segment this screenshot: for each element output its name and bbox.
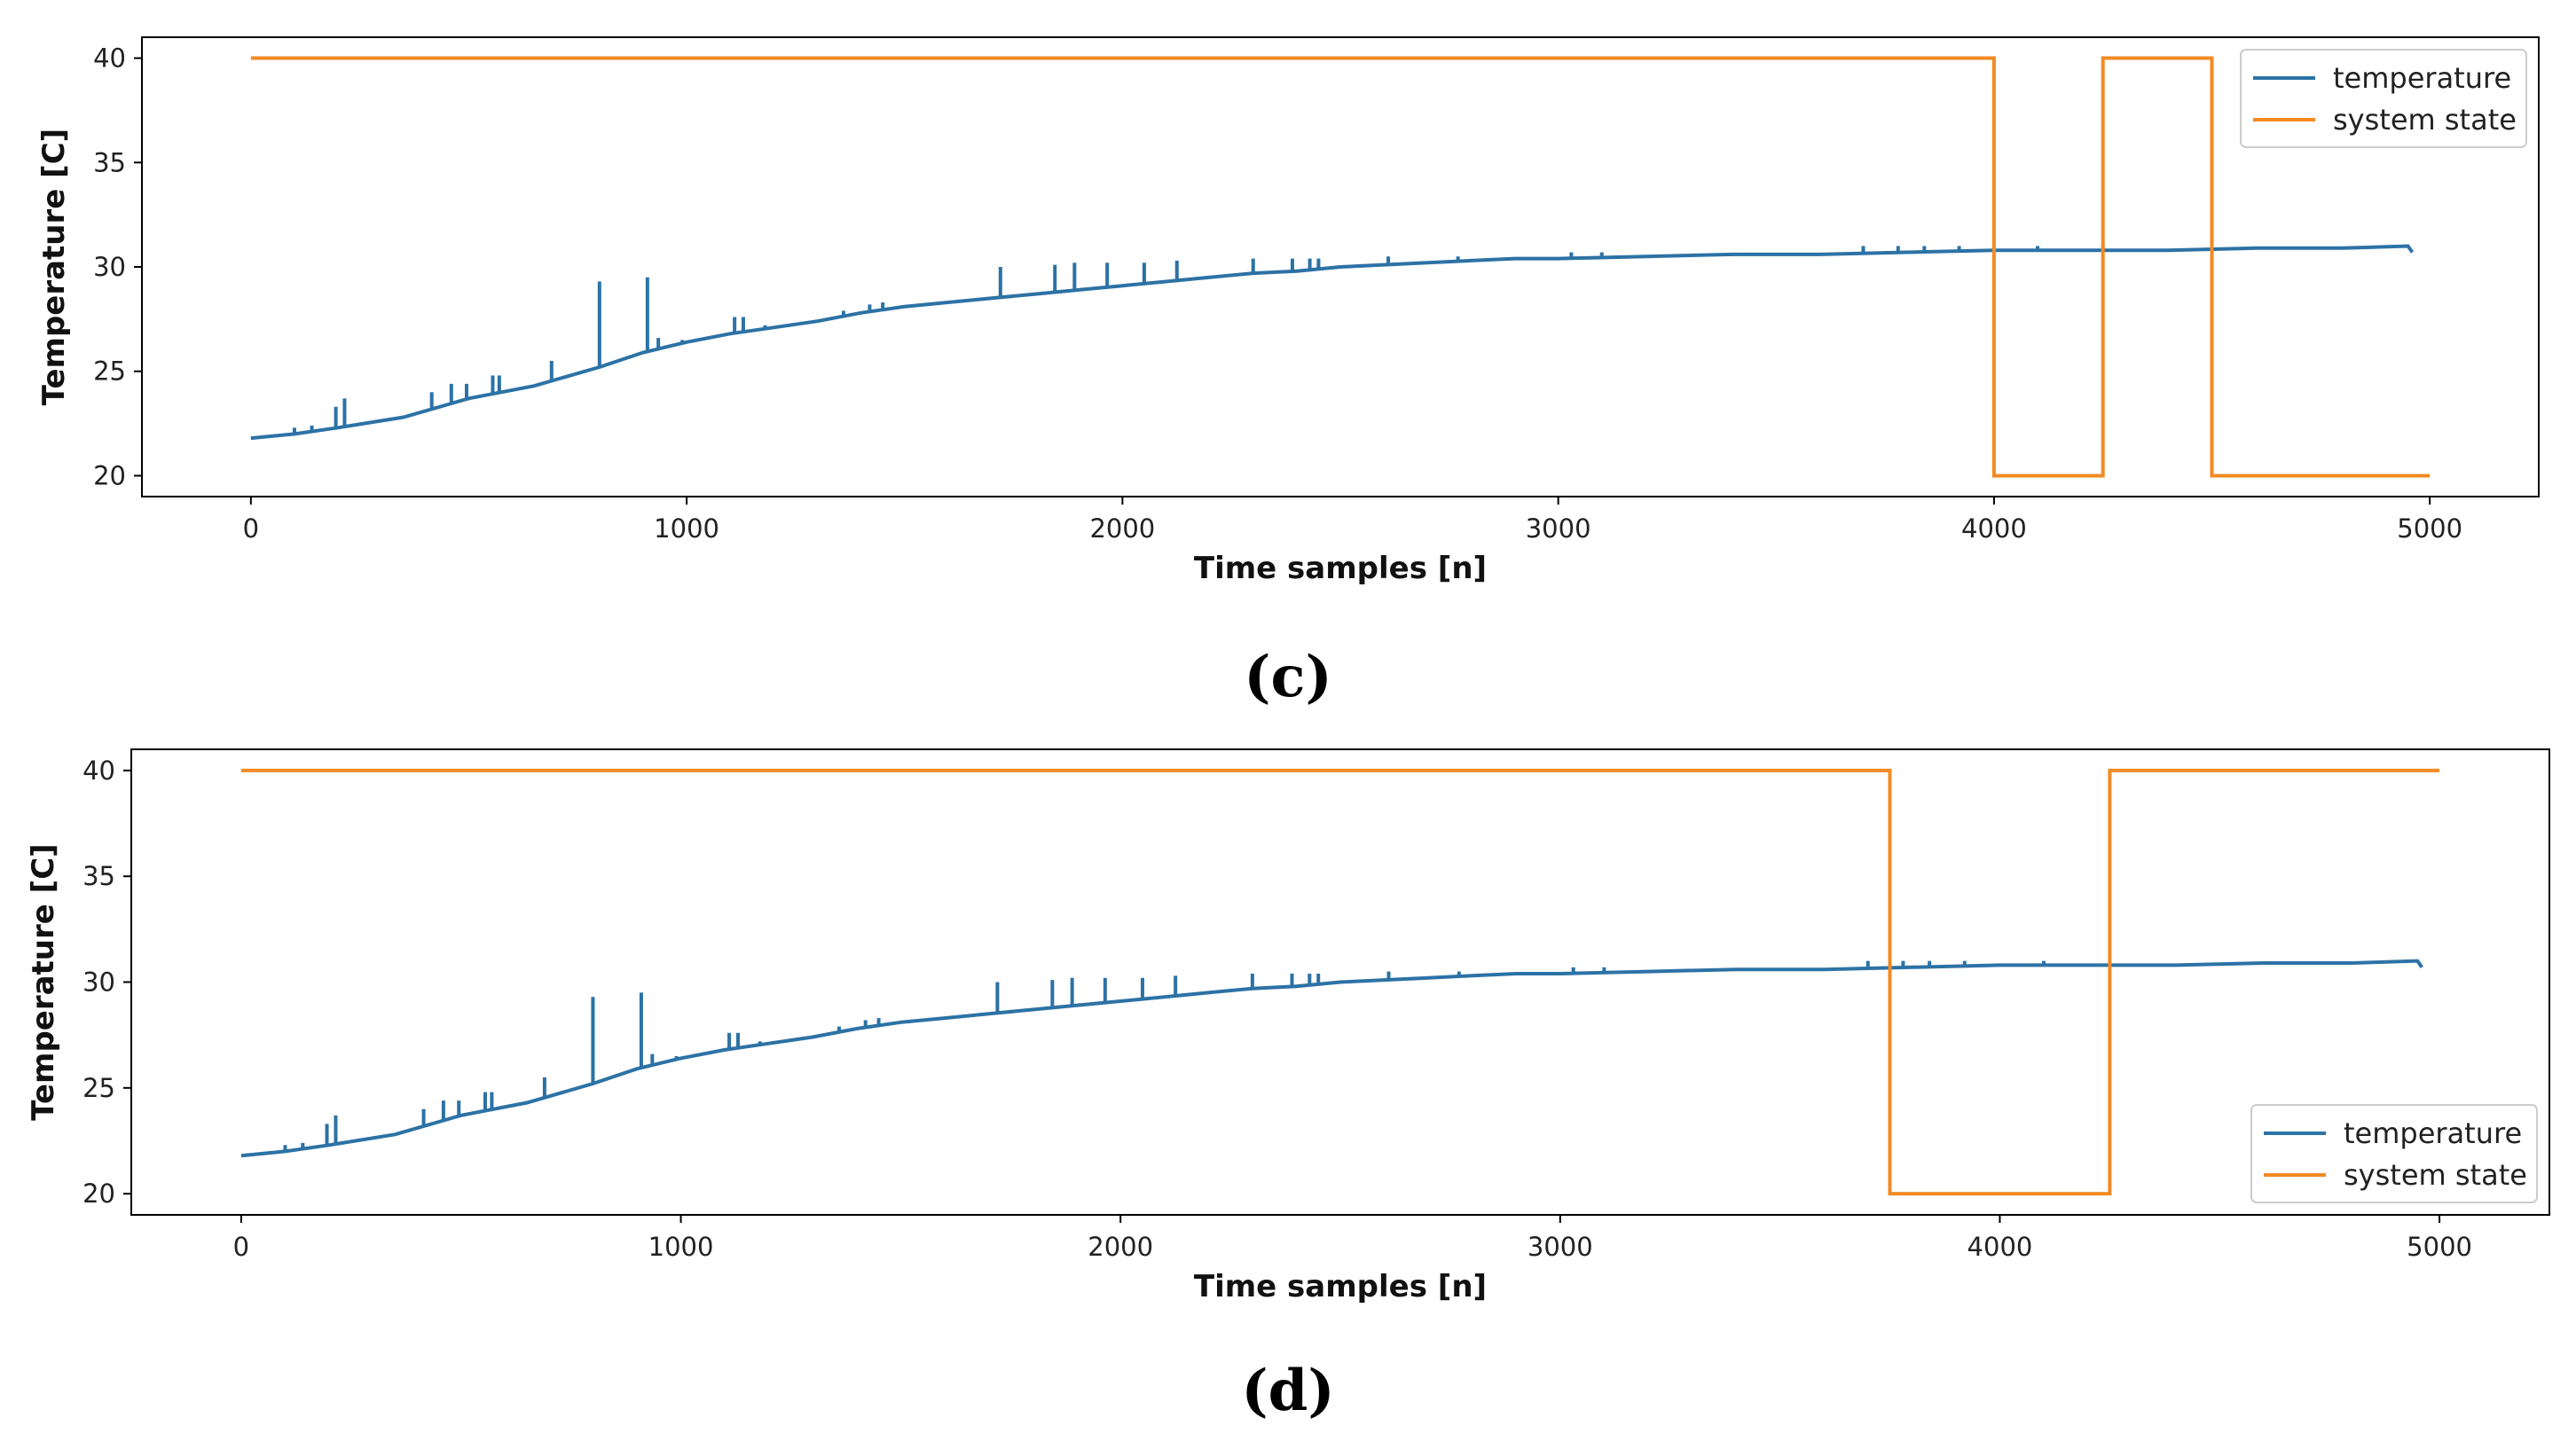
system-state-line [250, 56, 2431, 478]
y-tick-label: 25 [93, 356, 126, 387]
x-tick-label: 3000 [1526, 513, 1591, 544]
panel-d-chart: 0 1000 2000 3000 4000 5000 20 25 30 35 40 Time samp… [26, 748, 2550, 1424]
y-tick-label: 30 [93, 252, 126, 282]
y-tick-label: 25 [82, 1073, 115, 1103]
x-tick-label: 2000 [1089, 513, 1155, 544]
temperature-line [240, 959, 2423, 1158]
panel-caption: (d) [1241, 1358, 1334, 1424]
y-tick-label: 40 [93, 43, 126, 74]
legend-entry: temperature [2344, 1116, 2522, 1150]
x-tick-label: 1000 [654, 513, 719, 544]
y-tick-label: 35 [82, 861, 115, 891]
panel-caption: (c) [1244, 644, 1332, 710]
legend-entry: system state [2344, 1158, 2527, 1192]
y-tick-label: 30 [82, 967, 115, 998]
system-state-line [240, 768, 2440, 1196]
y-axis-label: Temperature [C] [26, 843, 61, 1120]
legend [2250, 1104, 2538, 1203]
x-tick-label: 0 [233, 1232, 249, 1262]
temperature-line [250, 244, 2415, 441]
x-tick-label: 4000 [1961, 513, 2027, 544]
legend-entry: system state [2333, 103, 2517, 137]
x-axis-label: Time samples [n] [1194, 1269, 1487, 1304]
x-tick-label: 4000 [1967, 1232, 2033, 1262]
x-tick-label: 3000 [1528, 1232, 1593, 1262]
x-tick-label: 0 [243, 513, 259, 544]
y-tick-label: 40 [82, 756, 115, 786]
x-tick-label: 5000 [2397, 513, 2462, 544]
x-axis-label: Time samples [n] [1194, 551, 1487, 586]
legend [2240, 49, 2527, 148]
x-tick-label: 5000 [2407, 1232, 2472, 1262]
x-tick-label: 2000 [1088, 1232, 1153, 1262]
y-axis-label: Temperature [C] [36, 129, 72, 405]
y-tick-label: 20 [82, 1179, 115, 1209]
legend-entry: temperature [2333, 61, 2511, 95]
y-tick-label: 20 [93, 460, 126, 490]
y-tick-label: 35 [93, 147, 126, 177]
panel-c-chart: 0 1000 2000 3000 4000 5000 20 25 30 35 40 Time samp… [36, 36, 2540, 710]
x-tick-label: 1000 [648, 1232, 714, 1262]
